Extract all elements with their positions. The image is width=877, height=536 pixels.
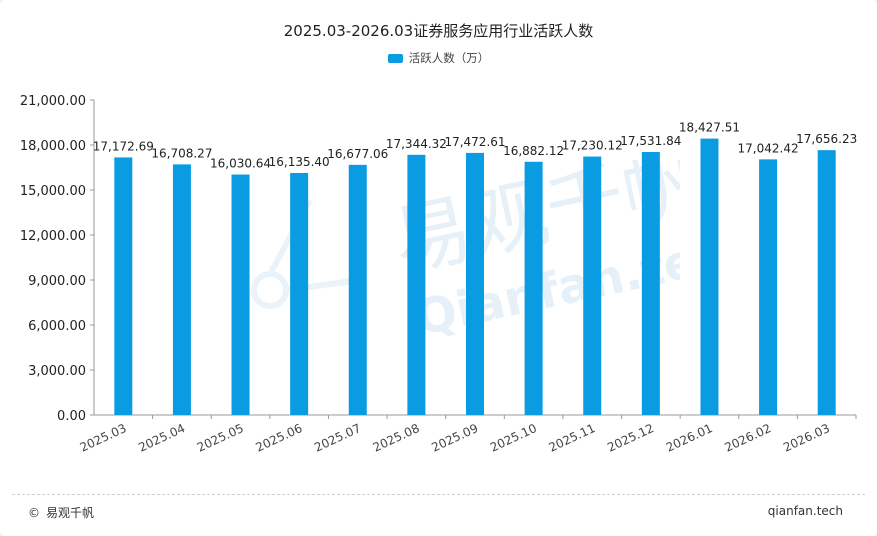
x-tick-label: 2026.01: [664, 421, 715, 455]
chart-title: 2025.03-2026.03证券服务应用行业活跃人数: [283, 22, 594, 40]
bar-value-label: 17,344.32: [386, 137, 447, 151]
bar: [641, 152, 660, 415]
footer-divider: [12, 494, 865, 495]
bar: [290, 172, 309, 415]
x-tick-label: 2025.03: [78, 421, 129, 455]
x-tick-label: 2025.11: [547, 421, 598, 455]
x-tick-label: 2025.04: [136, 421, 187, 455]
x-tick-label: 2025.10: [488, 421, 539, 455]
bar: [700, 138, 719, 416]
copyright-icon: ©: [28, 505, 40, 520]
x-tick-label: 2026.02: [722, 421, 773, 455]
bar-value-label: 17,531.84: [620, 134, 681, 148]
bar: [524, 161, 543, 415]
chart-legend[interactable]: 活跃人数（万）: [0, 50, 877, 66]
bar: [817, 150, 836, 415]
bar-value-label: 18,427.51: [679, 121, 740, 135]
legend-label: 活跃人数（万）: [408, 51, 490, 65]
x-tick-label: 2025.09: [429, 421, 480, 455]
bar-value-label: 16,030.64: [210, 157, 271, 171]
y-tick-label: 12,000.00: [20, 229, 86, 244]
bar-chart: 0.00 3,000.00 6,000.00 9,000.00 12,000.00 15,…: [20, 94, 857, 455]
bar: [172, 164, 191, 415]
x-tick-label: 2026.03: [781, 421, 832, 455]
x-tick-label: 2025.12: [605, 421, 656, 455]
y-tick-label: 3,000.00: [28, 364, 86, 379]
bar: [759, 159, 778, 415]
y-tick-label: 6,000.00: [28, 319, 86, 334]
y-tick-label: 0.00: [57, 409, 86, 424]
bar: [466, 152, 484, 416]
y-tick-label: 9,000.00: [28, 274, 86, 289]
bar-value-label: 17,656.23: [796, 132, 857, 146]
bar: [231, 174, 250, 415]
bar-value-label: 17,230.12: [562, 139, 623, 153]
bar: [114, 157, 133, 415]
x-tick-label: 2025.06: [254, 421, 305, 455]
x-tick-label: 2025.07: [312, 421, 363, 455]
legend-swatch: [387, 53, 403, 63]
bar: [348, 164, 367, 415]
brand-name: 易观千帆: [46, 506, 95, 520]
footer-brand: © 易观千帆: [28, 504, 94, 521]
bar-value-label: 16,135.40: [269, 155, 330, 169]
y-tick-label: 15,000.00: [20, 184, 86, 199]
bar-value-label: 16,882.12: [503, 144, 564, 158]
bar-value-label: 16,677.06: [327, 147, 388, 161]
footer-site[interactable]: qianfan.tech: [767, 504, 843, 518]
y-tick-label: 18,000.00: [20, 139, 86, 154]
x-tick-label: 2025.08: [371, 421, 422, 455]
bar-value-label: 17,042.42: [738, 141, 799, 155]
x-tick-label: 2025.05: [195, 421, 246, 455]
y-tick-label: 21,000.00: [20, 94, 86, 109]
bar-value-label: 16,708.27: [151, 146, 212, 160]
bar-value-label: 17,172.69: [93, 139, 154, 153]
bar: [583, 156, 602, 415]
bar: [407, 154, 426, 415]
bar-value-label: 17,472.61: [444, 135, 505, 149]
